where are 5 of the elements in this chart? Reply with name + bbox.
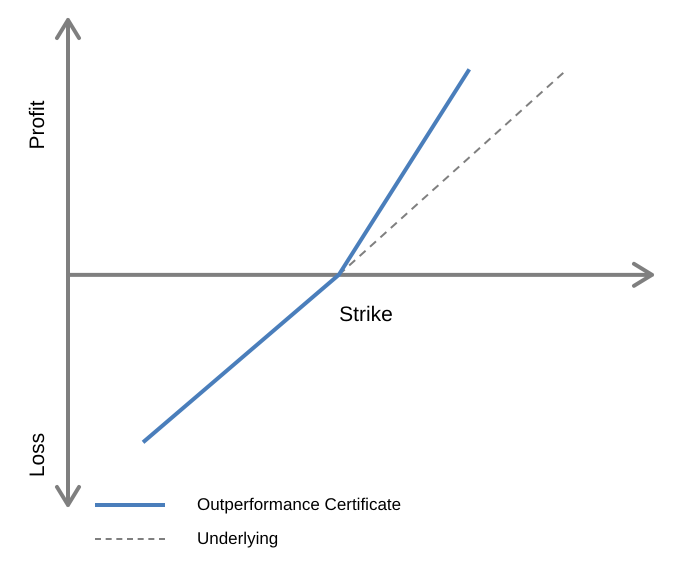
- text: Profit: [26, 100, 49, 150]
- legend-label: Underlying: [197, 529, 278, 549]
- legend-label: Outperformance Certificate: [197, 495, 402, 515]
- text: Loss: [26, 432, 49, 478]
- x-axis-title: Strike: [339, 303, 393, 326]
